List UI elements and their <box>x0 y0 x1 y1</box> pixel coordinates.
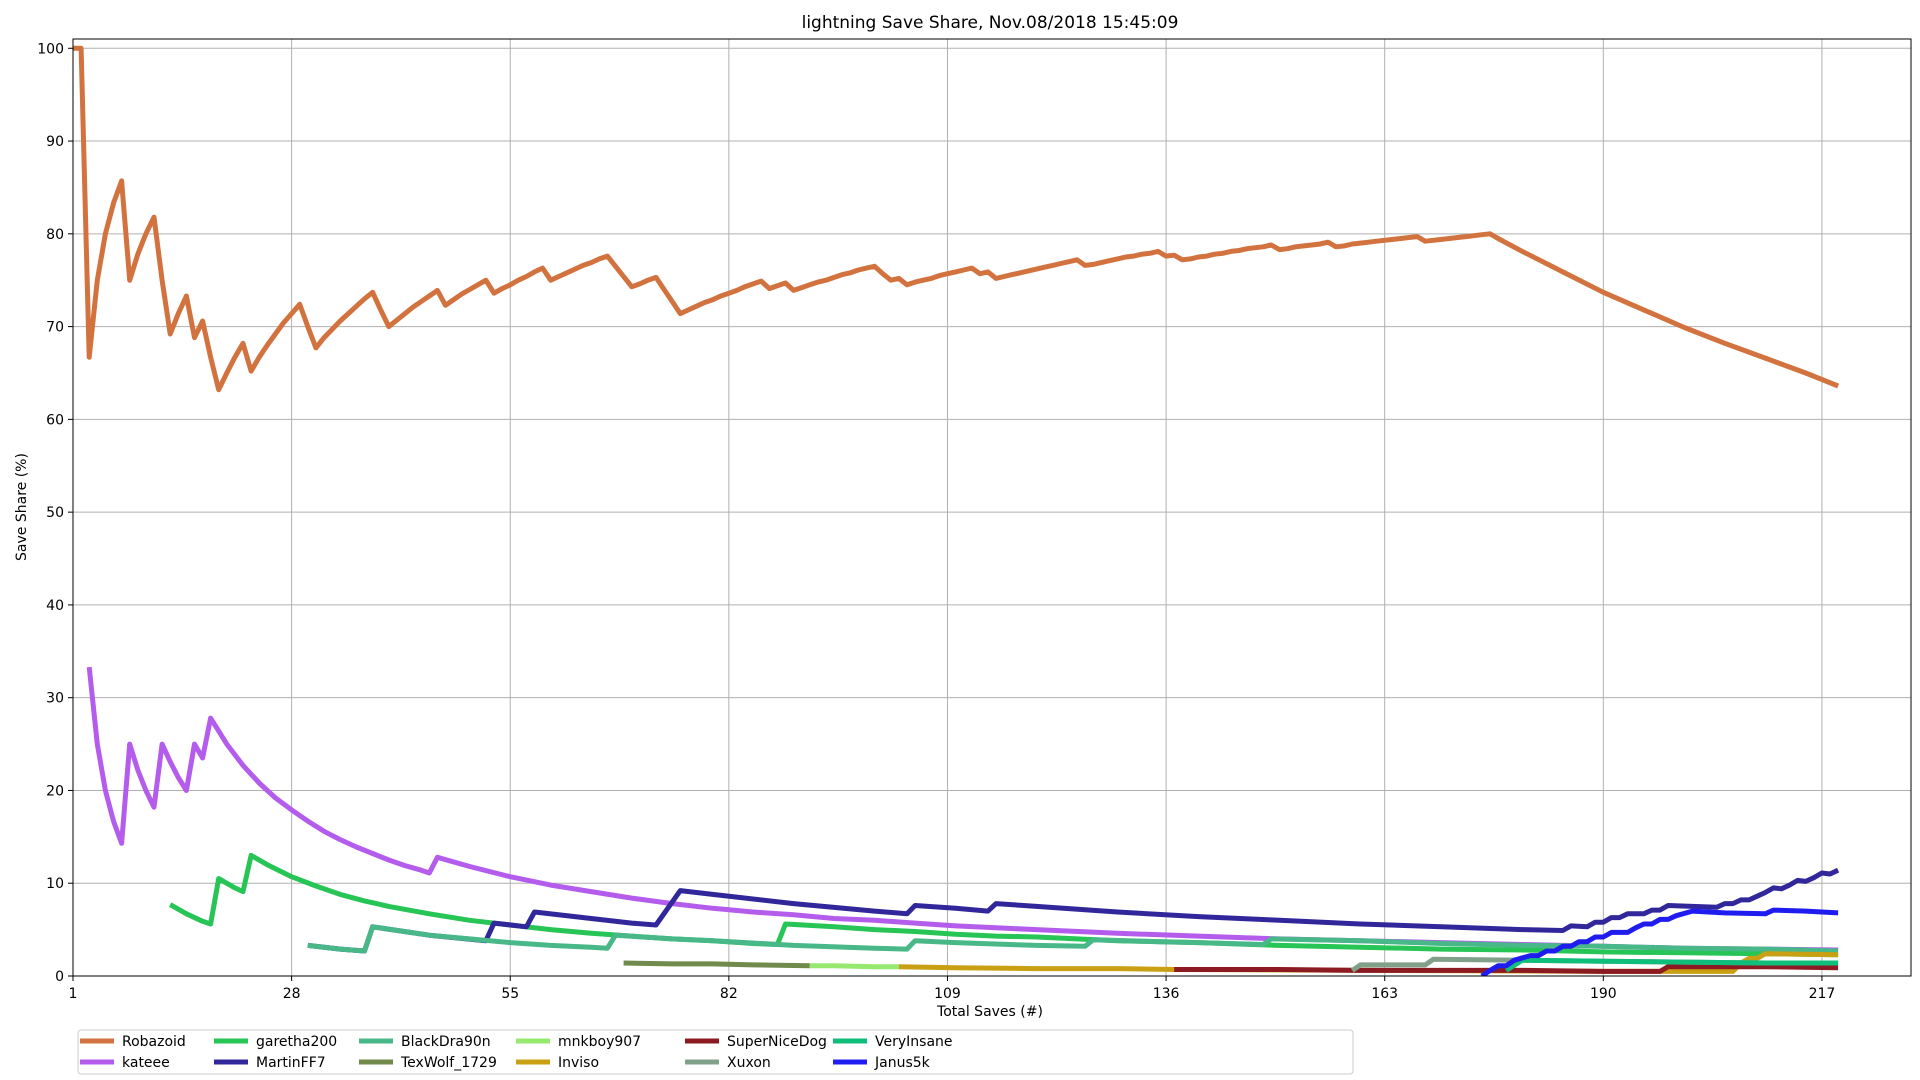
x-tick-label: 28 <box>283 986 301 1002</box>
x-tick-label: 82 <box>720 986 738 1002</box>
x-axis-title: Total Saves (#) <box>936 1004 1043 1020</box>
y-tick-label: 90 <box>46 134 64 150</box>
x-tick-label: 136 <box>1153 986 1180 1002</box>
x-tick-label: 55 <box>501 986 519 1002</box>
series-line-blackdra90n <box>307 924 1839 954</box>
series-line-inviso <box>898 951 1839 974</box>
series-line-robazoid <box>73 45 1840 393</box>
plot-frame <box>72 38 1912 977</box>
y-tick-label: 0 <box>55 969 64 985</box>
legend-label-xuxon: Xuxon <box>727 1055 771 1071</box>
chart-title: lightning Save Share, Nov.08/2018 15:45:… <box>802 13 1179 33</box>
legend-frame <box>77 1029 1354 1075</box>
series-line-kateee <box>86 666 1839 953</box>
y-tick-label: 40 <box>46 598 64 614</box>
series-line-martinff7 <box>307 867 1840 954</box>
series-layer <box>73 45 1840 976</box>
legend-label-inviso: Inviso <box>558 1055 599 1071</box>
y-tick-label: 70 <box>46 320 64 336</box>
x-tick-label: 109 <box>934 986 961 1002</box>
series-line-texwolf-1729 <box>623 960 810 969</box>
series-line-mnkboy907 <box>809 963 899 970</box>
x-tick-label: 163 <box>1371 986 1398 1002</box>
tick-layer: 1 28 55 82 109 136 163 190 217 0 10 20 30 40 50 60 70 80 9… <box>37 41 1835 1002</box>
y-tick-label: 50 <box>46 505 64 521</box>
legend-label-texwolf-1729: TexWolf_1729 <box>400 1055 497 1071</box>
legend-label-garetha200: garetha200 <box>256 1034 337 1050</box>
y-tick-label: 10 <box>46 876 64 892</box>
legend-label-mnkboy907: mnkboy907 <box>558 1034 641 1050</box>
legend-label-veryinsane: VeryInsane <box>875 1034 953 1050</box>
grid-layer <box>72 39 1911 977</box>
legend: Robazoid kateee garetha200 MartinFF7 BlackDr… <box>77 1029 1354 1075</box>
y-tick-label: 20 <box>46 783 64 799</box>
x-tick-label: 217 <box>1809 986 1836 1002</box>
y-tick-label: 80 <box>46 227 64 243</box>
series-line-janus5k <box>1480 907 1839 976</box>
legend-label-kateee: kateee <box>122 1055 170 1071</box>
series-line-supernicedog <box>1174 964 1839 974</box>
legend-label-janus5k: Janus5k <box>874 1055 931 1071</box>
series-line-veryinsane <box>1504 957 1839 973</box>
legend-label-supernicedog: SuperNiceDog <box>727 1034 827 1050</box>
legend-label-martinff7: MartinFF7 <box>256 1055 326 1071</box>
y-tick-label: 100 <box>37 41 64 57</box>
y-tick-label: 60 <box>46 412 64 428</box>
legend-label-robazoid: Robazoid <box>122 1034 186 1050</box>
legend-label-blackdra90n: BlackDra90n <box>401 1034 491 1050</box>
x-tick-label: 190 <box>1590 986 1617 1002</box>
y-axis-title: Save Share (%) <box>14 453 30 561</box>
y-tick-label: 30 <box>46 691 64 707</box>
legend-items: Robazoid kateee garetha200 MartinFF7 BlackDr… <box>80 1034 953 1071</box>
x-tick-label: 1 <box>69 986 78 1002</box>
